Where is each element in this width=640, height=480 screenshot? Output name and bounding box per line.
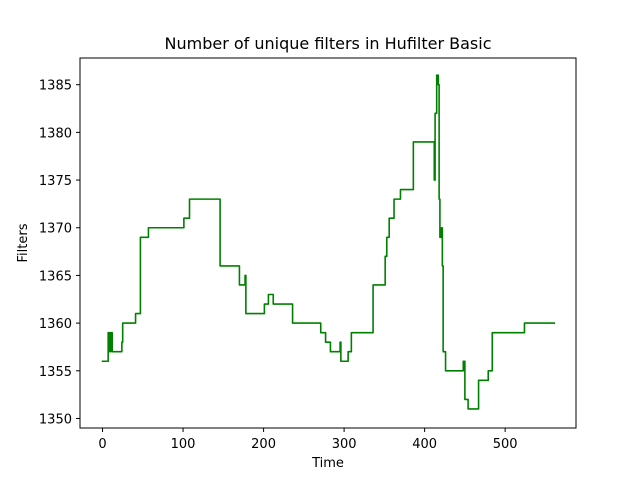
y-tick-label: 1385 [39, 79, 72, 94]
y-tick-label: 1380 [39, 126, 72, 141]
y-tick-label: 1375 [39, 174, 72, 189]
x-tick-label: 400 [412, 437, 437, 452]
x-tick-label: 200 [251, 437, 276, 452]
chart-title: Number of unique filters in Hufilter Bas… [165, 34, 492, 53]
x-tick-label: 500 [493, 437, 518, 452]
x-tick-label: 0 [98, 437, 106, 452]
x-tick-label: 100 [171, 437, 196, 452]
axis-ticks: 0 100 200 300 400 500 1350 1355 1360 1365 1370 1375… [39, 79, 518, 452]
x-tick-label: 300 [332, 437, 357, 452]
series-line [101, 74, 556, 410]
y-tick-label: 1350 [39, 412, 72, 427]
y-tick-label: 1365 [39, 269, 72, 284]
y-tick-label: 1370 [39, 222, 72, 237]
plot-area [101, 74, 556, 410]
y-tick-label: 1360 [39, 317, 72, 332]
y-tick-label: 1355 [39, 365, 72, 380]
y-axis-label: Filters [16, 223, 31, 262]
plot-frame [79, 57, 577, 429]
x-axis-label: Time [311, 456, 344, 471]
